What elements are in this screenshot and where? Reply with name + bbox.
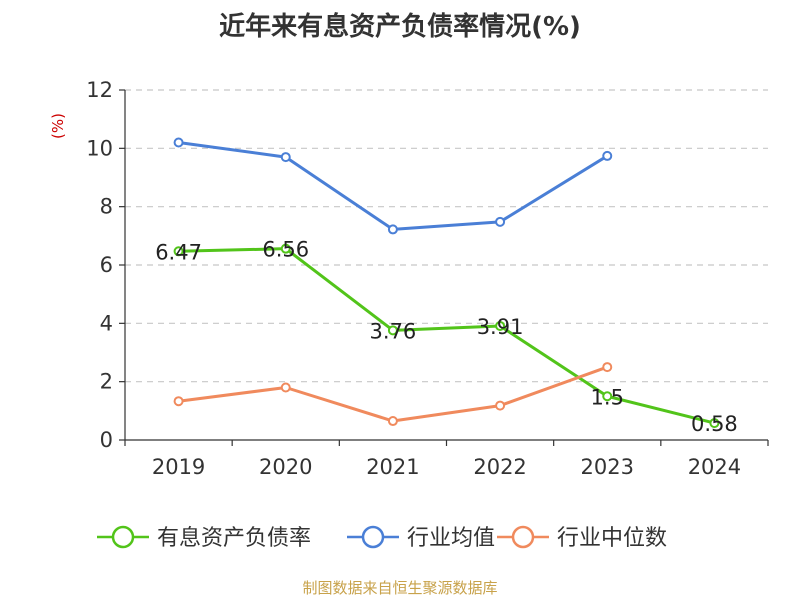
series-1: 6.47 6.56 3.76 3.91 1.5 0.58 [155,238,738,436]
series-line [178,365,608,423]
data-point [387,325,398,336]
y-tick-label: 2 [100,370,113,394]
data-point [280,382,291,393]
data-label: 3.76 [370,319,417,343]
data-point [495,320,506,331]
data-label: 3.91 [477,315,524,339]
series-line [178,247,715,425]
x-tick-label: 2022 [473,455,526,479]
data-point [602,391,613,402]
legend-item-1[interactable]: 有息资产负债率 [97,525,311,551]
data-point [280,243,291,254]
y-tick-label: 8 [100,195,113,219]
legend-marker [361,525,385,549]
y-tick-label: 0 [100,428,113,452]
data-point [495,216,506,227]
x-tick-label: 2020 [259,455,312,479]
legend-item-3[interactable]: 行业中位数 [497,525,667,551]
legend-marker [111,525,135,549]
data-point [495,400,506,411]
series-line [178,141,609,231]
data-point [173,246,184,257]
y-tick-label: 12 [86,78,113,102]
data-point [173,137,184,148]
data-point [709,418,720,429]
x-tick-label: 2019 [152,455,205,479]
x-tick-label: 2023 [581,455,634,479]
data-point [280,152,291,163]
y-axis-label: (%) [49,113,67,139]
data-point [602,150,613,161]
data-point [173,396,184,407]
legend-label: 行业均值 [407,526,495,551]
series-layer: 6.47 6.56 3.76 3.91 1.5 0.58 [155,137,738,436]
y-tick-label: 6 [100,253,113,277]
legend-marker [511,525,535,549]
series-2 [173,137,613,235]
axes: 0 2 4 6 8 10 12 2019 2020 2021 2022 2023 2024 [86,78,769,479]
x-tick-label: 2024 [688,455,741,479]
y-tick-label: 10 [86,136,113,160]
data-label: 6.47 [155,240,202,264]
legend[interactable]: 有息资产负债率 行业均值 行业中位数 [97,525,667,551]
data-label: 6.56 [262,238,309,262]
data-point [602,362,613,373]
chart-title: 近年来有息资产负债率情况(%) [219,12,581,42]
grid-lines [125,89,768,383]
legend-item-2[interactable]: 行业均值 [347,525,495,551]
data-label: 1.5 [591,385,624,409]
series-3 [173,362,613,427]
data-point [387,224,398,235]
legend-label: 行业中位数 [557,526,667,551]
y-tick-label: 4 [100,311,113,335]
data-label: 0.58 [691,412,738,436]
data-source-note: 制图数据来自恒生聚源数据库 [302,579,498,597]
legend-label: 有息资产负债率 [157,526,311,551]
x-tick-label: 2021 [366,455,419,479]
data-point [387,416,398,427]
